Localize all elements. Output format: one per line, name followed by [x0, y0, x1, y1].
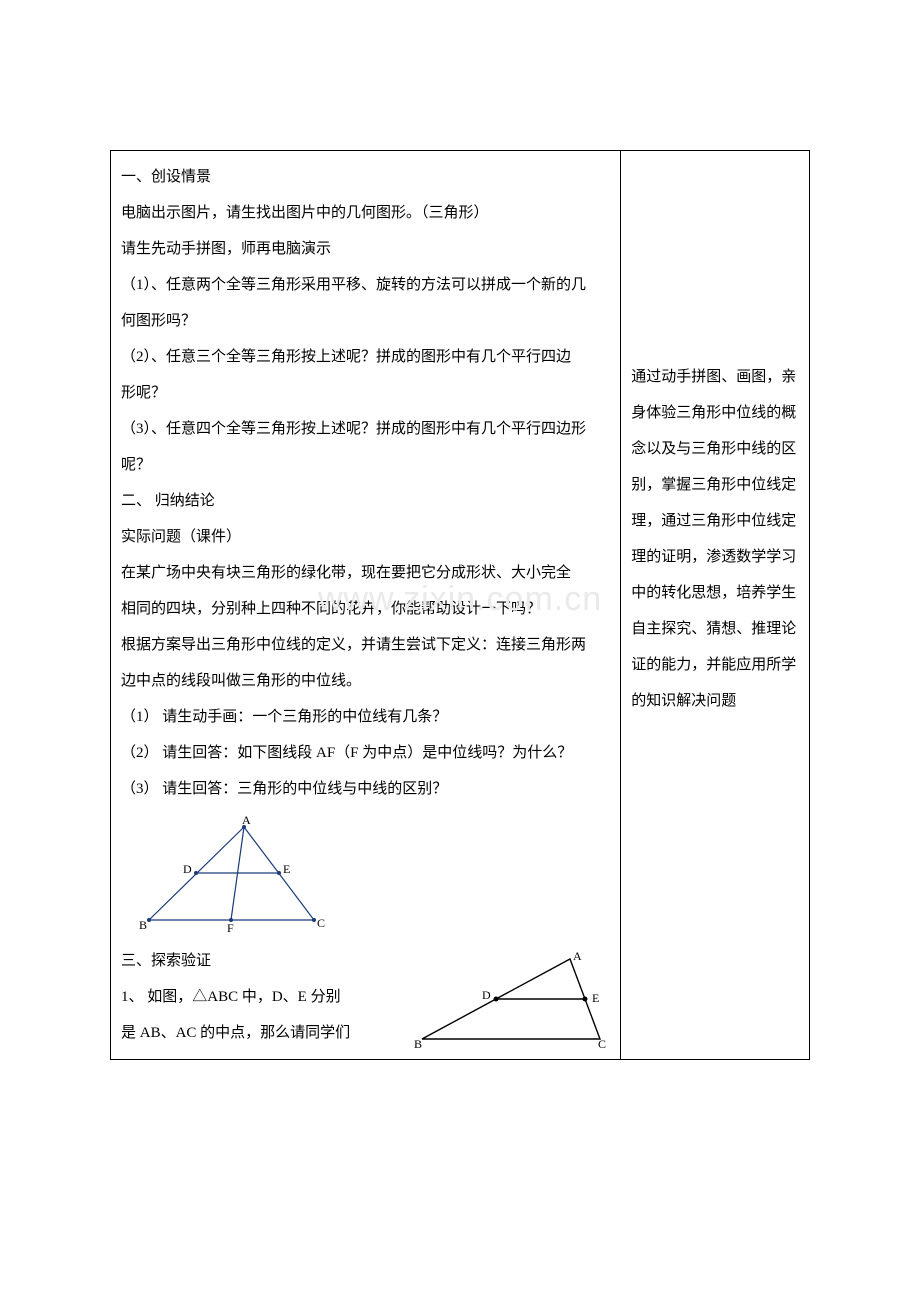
label2-D: D [482, 988, 491, 1002]
label2-E: E [592, 991, 599, 1005]
section2-p5: 边中点的线段叫做三角形的中位线。 [121, 663, 610, 699]
section2-q3: （3） 请生回答：三角形的中位线与中线的区别？ [121, 771, 610, 807]
label-F: F [227, 921, 234, 935]
section1-title: 一、创设情景 [121, 159, 610, 195]
section2-q1: （1） 请生动手画：一个三角形的中位线有几条？ [121, 699, 610, 735]
label-A: A [242, 815, 251, 827]
content-table: 一、创设情景 电脑出示图片，请生找出图片中的几何图形。（三角形） 请生先动手拼图… [110, 150, 810, 1060]
section1-q2a: （2）、任意三个全等三角形按上述呢？拼成的图形中有几个平行四边 [121, 339, 610, 375]
label-C: C [317, 916, 325, 930]
section2-q2: （2） 请生回答：如下图线段 AF（F 为中点）是中位线吗？为什么？ [121, 735, 610, 771]
figure-triangle-midsegment: A B C D E [410, 949, 610, 1049]
label-D: D [183, 862, 192, 876]
section1-q1b: 何图形吗？ [121, 303, 610, 339]
label2-C: C [598, 1037, 606, 1049]
label2-A: A [573, 949, 582, 963]
section2-p3: 相同的四块，分别种上四种不同的花卉，你能帮助设计一下吗？ [121, 591, 610, 627]
label-E: E [283, 862, 290, 876]
section2-title: 二、 归纳结论 [121, 483, 610, 519]
right-notes: 通过动手拼图、画图，亲身体验三角形中位线的概念以及与三角形中线的区别，掌握三角形… [631, 359, 799, 719]
label2-B: B [414, 1037, 422, 1049]
triangle-2-lines [422, 959, 600, 1039]
section1-p1: 电脑出示图片，请生找出图片中的几何图形。（三角形） [121, 195, 610, 231]
section1-q1a: （1）、任意两个全等三角形采用平移、旋转的方法可以拼成一个新的几 [121, 267, 610, 303]
section2-p2: 在某广场中央有块三角形的绿化带，现在要把它分成形状、大小完全 [121, 555, 610, 591]
section2-p1: 实际问题（课件） [121, 519, 610, 555]
section1-q3a: （3）、任意四个全等三角形按上述呢？拼成的图形中有几个平行四边形 [121, 411, 610, 447]
section1-q2b: 形呢？ [121, 375, 610, 411]
right-column: 通过动手拼图、画图，亲身体验三角形中位线的概念以及与三角形中线的区别，掌握三角形… [621, 151, 810, 1060]
section2-p4: 根据方案导出三角形中位线的定义，并请生尝试下定义：连接三角形两 [121, 627, 610, 663]
left-column: 一、创设情景 电脑出示图片，请生找出图片中的几何图形。（三角形） 请生先动手拼图… [111, 151, 621, 1060]
section1-q3b: 呢？ [121, 447, 610, 483]
section1-p2: 请生先动手拼图，师再电脑演示 [121, 231, 610, 267]
label-B: B [139, 918, 147, 932]
figure-triangle-median: A B C D E F [139, 815, 339, 935]
